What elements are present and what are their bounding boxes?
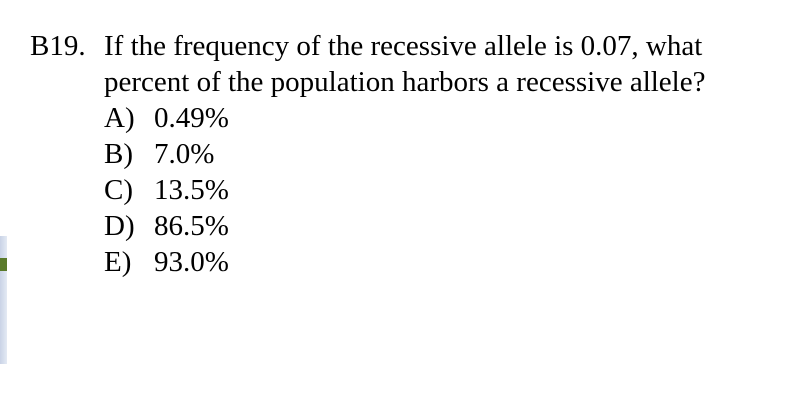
question-text: If the frequency of the recessive allele… — [104, 28, 705, 100]
option-letter: A) — [104, 102, 135, 134]
option-letter: E) — [104, 246, 132, 278]
left-edge-accent — [0, 258, 7, 271]
option-letter: B) — [104, 138, 133, 170]
answer-option-b: B) 7.0% — [104, 136, 705, 172]
answer-options: A) 0.49% B) 7.0% C) 13.5% D) 86.5% E) 93… — [104, 100, 705, 280]
question-text-line-1: If the frequency of the recessive allele… — [104, 30, 703, 62]
question-block: B19. If the frequency of the recessive a… — [30, 28, 705, 280]
option-text: 0.49% — [154, 102, 229, 134]
answer-option-c: C) 13.5% — [104, 172, 705, 208]
question-text-line-2: percent of the population harbors a rece… — [104, 66, 706, 98]
option-text: 86.5% — [154, 210, 229, 242]
question-stem: B19. If the frequency of the recessive a… — [30, 28, 705, 100]
answer-option-a: A) 0.49% — [104, 100, 705, 136]
answer-option-d: D) 86.5% — [104, 208, 705, 244]
option-text: 7.0% — [154, 138, 215, 170]
answer-option-e: E) 93.0% — [104, 244, 705, 280]
left-edge-decoration — [0, 236, 7, 364]
option-letter: C) — [104, 174, 133, 206]
question-number: B19. — [30, 30, 86, 62]
option-letter: D) — [104, 210, 135, 242]
option-text: 13.5% — [154, 174, 229, 206]
option-text: 93.0% — [154, 246, 229, 278]
